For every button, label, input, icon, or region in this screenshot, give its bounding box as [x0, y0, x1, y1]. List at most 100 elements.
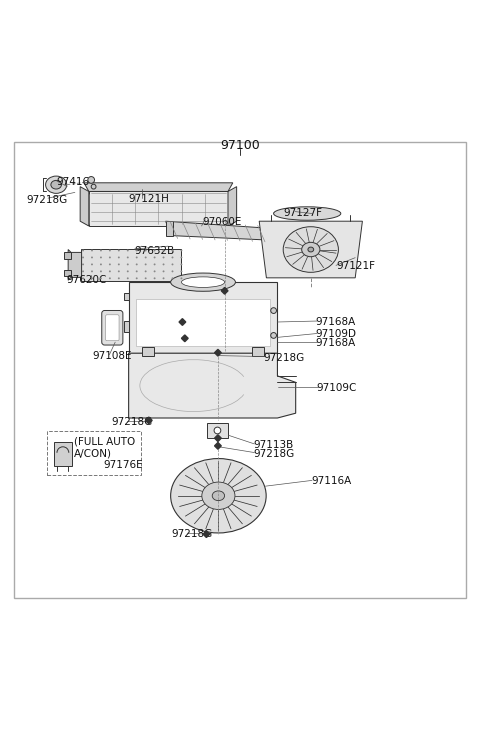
Circle shape: [109, 257, 111, 258]
Circle shape: [91, 184, 96, 189]
Circle shape: [163, 270, 165, 272]
Polygon shape: [181, 335, 188, 342]
Polygon shape: [80, 186, 89, 226]
Ellipse shape: [171, 459, 266, 533]
Text: 97121F: 97121F: [336, 261, 375, 272]
Circle shape: [144, 257, 146, 258]
Circle shape: [271, 332, 276, 338]
Circle shape: [171, 249, 173, 252]
Circle shape: [100, 249, 102, 252]
Text: 97127F: 97127F: [283, 207, 322, 218]
Text: 97121H: 97121H: [129, 194, 169, 204]
Ellipse shape: [283, 226, 338, 272]
Circle shape: [180, 263, 182, 266]
Bar: [136, 299, 270, 346]
Bar: [64, 252, 71, 259]
Bar: [129, 282, 277, 353]
Ellipse shape: [51, 181, 61, 189]
Circle shape: [118, 249, 120, 252]
Circle shape: [82, 257, 84, 258]
Circle shape: [109, 270, 111, 272]
FancyBboxPatch shape: [102, 311, 123, 345]
Text: (FULL AUTO
A/CON): (FULL AUTO A/CON): [74, 437, 136, 459]
Circle shape: [82, 249, 84, 252]
Bar: [81, 249, 181, 281]
Circle shape: [154, 270, 156, 272]
Circle shape: [127, 270, 129, 272]
Polygon shape: [221, 287, 228, 295]
Bar: [252, 348, 264, 356]
Circle shape: [180, 249, 182, 252]
Circle shape: [163, 257, 165, 258]
Ellipse shape: [202, 482, 235, 509]
Ellipse shape: [46, 176, 67, 193]
Polygon shape: [166, 221, 276, 240]
Circle shape: [82, 278, 84, 279]
Circle shape: [118, 257, 120, 258]
Circle shape: [214, 427, 221, 434]
Text: 97108E: 97108E: [92, 351, 132, 360]
Circle shape: [127, 249, 129, 252]
Text: 97218G: 97218G: [253, 448, 295, 459]
Circle shape: [136, 263, 138, 266]
Bar: [142, 348, 154, 356]
Ellipse shape: [181, 277, 225, 287]
Text: 97100: 97100: [220, 139, 260, 152]
Text: 97116A: 97116A: [311, 477, 351, 486]
Circle shape: [109, 249, 111, 252]
Text: 97218G: 97218G: [26, 195, 68, 204]
Circle shape: [91, 263, 93, 266]
Text: 97168A: 97168A: [316, 338, 356, 348]
Circle shape: [180, 278, 182, 279]
Circle shape: [118, 278, 120, 279]
Circle shape: [180, 257, 182, 258]
Circle shape: [171, 257, 173, 258]
Circle shape: [171, 270, 173, 272]
Ellipse shape: [274, 206, 341, 221]
Polygon shape: [215, 443, 221, 449]
Bar: [47, 431, 141, 474]
Polygon shape: [89, 192, 228, 226]
Ellipse shape: [212, 491, 225, 501]
Circle shape: [144, 270, 146, 272]
Polygon shape: [145, 417, 152, 424]
Text: 97168A: 97168A: [316, 317, 356, 327]
Circle shape: [127, 263, 129, 266]
Polygon shape: [129, 353, 296, 418]
Polygon shape: [228, 186, 237, 226]
Circle shape: [163, 263, 165, 266]
Circle shape: [100, 257, 102, 258]
Text: 97416: 97416: [57, 177, 90, 186]
Circle shape: [136, 278, 138, 279]
Text: 97218G: 97218G: [172, 529, 213, 539]
Circle shape: [171, 263, 173, 266]
Polygon shape: [215, 349, 221, 356]
Polygon shape: [259, 221, 362, 278]
Bar: [54, 442, 72, 466]
Circle shape: [88, 177, 95, 184]
Circle shape: [109, 263, 111, 266]
Text: 97620C: 97620C: [66, 275, 107, 285]
Circle shape: [136, 249, 138, 252]
Circle shape: [109, 278, 111, 279]
Text: 97218G: 97218G: [263, 352, 304, 363]
Circle shape: [82, 263, 84, 266]
Circle shape: [91, 270, 93, 272]
Polygon shape: [124, 321, 129, 332]
Circle shape: [127, 278, 129, 279]
Circle shape: [163, 249, 165, 252]
Circle shape: [154, 257, 156, 258]
Text: 97060E: 97060E: [203, 217, 242, 227]
Polygon shape: [215, 435, 221, 442]
Circle shape: [91, 257, 93, 258]
Circle shape: [100, 263, 102, 266]
Text: 97109C: 97109C: [317, 383, 357, 393]
Circle shape: [136, 270, 138, 272]
Circle shape: [136, 257, 138, 258]
Circle shape: [171, 278, 173, 279]
Circle shape: [144, 263, 146, 266]
Text: 97109D: 97109D: [316, 329, 357, 340]
Circle shape: [154, 263, 156, 266]
Circle shape: [82, 270, 84, 272]
Polygon shape: [84, 183, 233, 192]
